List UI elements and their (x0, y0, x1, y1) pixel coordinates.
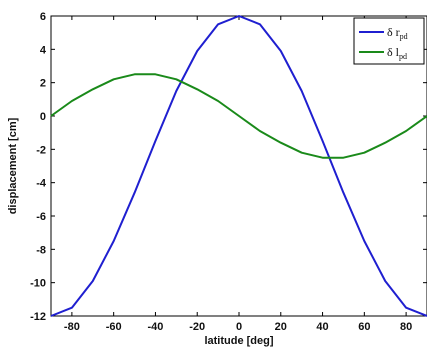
y-tick-label: -8 (36, 244, 46, 256)
y-tick-label: 0 (40, 111, 46, 123)
y-tick-label: -4 (36, 178, 47, 190)
x-ticks: -80 -60 -40 -20 0 20 40 60 80 (64, 16, 412, 333)
y-tick-label: -2 (36, 144, 46, 156)
x-tick-label: 80 (400, 321, 412, 333)
series-layer (50, 15, 427, 317)
x-tick-label: 20 (275, 321, 287, 333)
y-ticks: 6 4 2 0 -2 -4 -6 -8 -10 -12 (30, 11, 427, 323)
x-tick-label: -60 (106, 321, 122, 333)
legend-entry-series-1: δ rpd (387, 25, 408, 41)
legend-box (353, 17, 425, 65)
x-tick-label: -40 (147, 321, 163, 333)
x-tick-label: 60 (358, 321, 370, 333)
series-line-1 (50, 15, 427, 317)
x-tick-label: 40 (316, 321, 328, 333)
x-tick-label: 0 (236, 321, 242, 333)
series-line-2 (50, 73, 427, 159)
legend-entry-series-2: δ lpd (387, 45, 407, 61)
legend-label-series-1: δ r (387, 25, 400, 39)
plot-area (50, 15, 427, 317)
y-tick-label: 2 (40, 78, 46, 90)
y-tick-label: 6 (40, 11, 46, 23)
y-tick-label: 4 (40, 44, 47, 56)
y-tick-label: -6 (36, 211, 46, 223)
legend-subscript-series-2: pd (399, 52, 407, 61)
legend-subscript-series-1: pd (400, 32, 408, 41)
y-tick-label: -12 (30, 311, 46, 323)
y-tick-label: -10 (30, 278, 46, 290)
x-tick-label: -80 (64, 321, 80, 333)
legend-label-series-2: δ l (387, 45, 400, 59)
x-axis-label: latitude [deg] (204, 335, 273, 347)
x-tick-label: -20 (189, 321, 205, 333)
legend: δ rpd δ lpd (353, 17, 425, 65)
y-axis-label: displacement [cm] (7, 117, 19, 214)
